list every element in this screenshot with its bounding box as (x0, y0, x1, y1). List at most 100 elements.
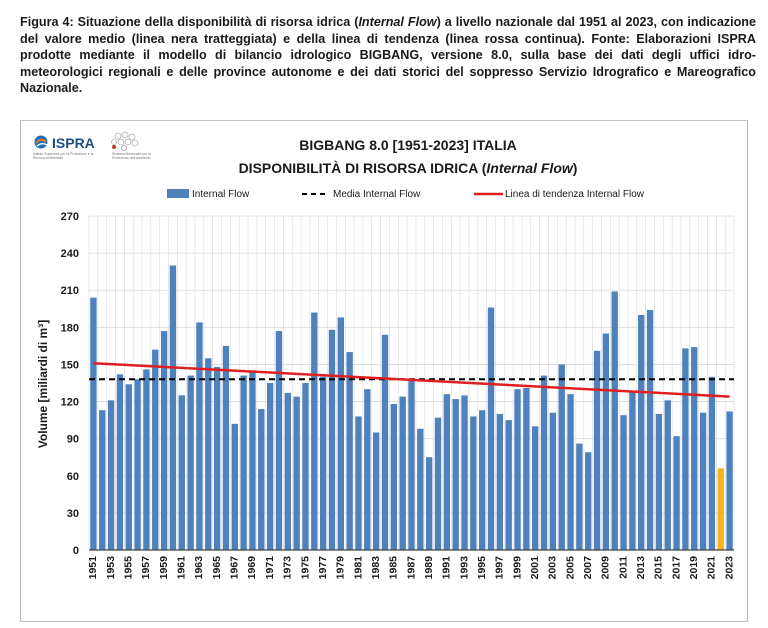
x-tick-label: 1987 (405, 556, 417, 580)
bar-1967 (231, 423, 238, 550)
x-tick-label: 1961 (176, 556, 188, 580)
y-tick-label: 120 (61, 397, 79, 409)
bar-2003 (549, 412, 557, 550)
bar-2016 (664, 400, 671, 550)
bar-1953 (107, 400, 115, 550)
bar-1963 (196, 322, 203, 550)
bar-1982 (364, 389, 371, 550)
legend-label-mean: Media Internal Flow (333, 189, 421, 200)
bar-1962 (187, 375, 194, 550)
bar-1968 (240, 375, 247, 550)
bar-2009 (602, 333, 610, 550)
bar-2012 (629, 391, 636, 550)
x-tick-label: 1979 (335, 556, 347, 580)
ispra-logo-subtitle: Istituto Superiore per la Protezione e l… (33, 152, 94, 160)
bar-1998 (505, 420, 512, 550)
bar-1975 (302, 383, 309, 550)
x-tick-label: 2011 (617, 556, 629, 579)
y-axis-label: Volume [miliardi di m³] (36, 320, 50, 448)
bar-1952 (99, 410, 106, 550)
y-tick-labels: 0 30 60 90 120 150 180 210 240 270 (61, 211, 79, 557)
x-tick-label: 1981 (352, 556, 364, 580)
caption-suffix: ) a livello nazionale dal 1951 al 2023, … (20, 15, 757, 95)
bar-1999 (514, 389, 521, 550)
bar-1986 (399, 396, 406, 550)
x-tick-label: 1967 (229, 556, 241, 580)
x-tick-labels: 1951 1953 1955 1957 1959 1961 1963 1965 1967 1969… (87, 556, 735, 580)
bar-1980 (346, 352, 353, 550)
y-tick-label: 30 (67, 508, 79, 520)
y-tick-label: 0 (73, 545, 79, 557)
x-tick-label: 2023 (723, 556, 735, 580)
x-tick-label: 2017 (670, 556, 682, 580)
bar-1959 (160, 331, 168, 550)
x-tick-label: 2005 (564, 556, 576, 580)
bar-1976 (311, 312, 318, 550)
y-tick-label: 150 (61, 359, 79, 371)
bar-1956 (134, 379, 141, 550)
bar-1954 (116, 374, 124, 550)
legend-label-trend: Linea di tendenza Internal Flow (505, 189, 645, 200)
bar-2023 (726, 411, 733, 550)
trend-line (93, 361, 730, 398)
bar-1958 (152, 349, 159, 550)
bar-1971 (266, 383, 274, 550)
caption-prefix: Figura 4: Situazione della disponibilità… (20, 15, 359, 29)
ispra-logo-text: ISPRA (52, 135, 95, 151)
bar-2021 (708, 376, 716, 550)
x-tick-label: 2019 (688, 556, 700, 580)
bar-2018 (682, 348, 689, 550)
bar-2004 (558, 364, 565, 550)
x-tick-label: 1997 (494, 556, 506, 580)
bar-1989 (425, 457, 433, 550)
bar-1964 (205, 358, 212, 550)
bar-2019 (691, 347, 698, 550)
bar-2007 (585, 452, 592, 550)
chart-title-line2: DISPONIBILITÀ DI RISORSA IDRICA (Interna… (239, 160, 578, 176)
bar-1966 (222, 345, 230, 550)
x-tick-label: 2003 (547, 556, 559, 580)
x-tick-label: 2021 (706, 556, 718, 580)
bar-1993 (461, 395, 468, 550)
y-tick-label: 270 (61, 211, 79, 223)
bar-1995 (479, 410, 486, 550)
chart-title-line1: BIGBANG 8.0 [1951-2023] ITALIA (299, 137, 517, 153)
bar-2020 (699, 412, 707, 550)
caption-italic: Internal Flow (358, 15, 437, 29)
x-tick-label: 1969 (246, 556, 258, 580)
bar-2013 (638, 314, 645, 550)
figure-caption: Figura 4: Situazione della disponibilità… (20, 14, 756, 97)
bar-1992 (452, 399, 459, 550)
x-tick-label: 1983 (370, 556, 382, 580)
x-tick-label: 1993 (458, 556, 470, 580)
bar-1969 (249, 370, 256, 550)
bar-2008 (593, 350, 601, 550)
x-tick-label: 1991 (441, 556, 453, 580)
x-tick-label: 1975 (299, 556, 311, 580)
bar-1983 (372, 432, 380, 550)
y-tick-label: 210 (61, 285, 79, 297)
bar-1981 (355, 416, 362, 550)
bar-1973 (284, 392, 291, 550)
x-tick-label: 1957 (140, 556, 152, 580)
x-tick-label: 2015 (653, 556, 665, 580)
legend-swatch-bars (167, 189, 189, 198)
y-tick-label: 60 (67, 471, 79, 483)
bar-1987 (408, 379, 415, 550)
bar-1951 (90, 297, 97, 550)
bar-1984 (381, 334, 389, 550)
bar-1977 (319, 376, 327, 550)
y-tick-label: 240 (61, 248, 79, 260)
y-tick-label: 90 (67, 434, 79, 446)
bar-2001 (532, 426, 539, 550)
bars (90, 265, 733, 550)
bar-1965 (213, 366, 221, 550)
x-tick-label: 2007 (582, 556, 594, 580)
bar-2011 (620, 415, 627, 550)
bar-1955 (125, 384, 132, 550)
x-tick-label: 1989 (423, 556, 435, 580)
bar-1996 (487, 307, 495, 550)
x-tick-label: 1971 (264, 556, 276, 580)
x-tick-label: 2013 (635, 556, 647, 580)
bar-1972 (275, 331, 283, 550)
